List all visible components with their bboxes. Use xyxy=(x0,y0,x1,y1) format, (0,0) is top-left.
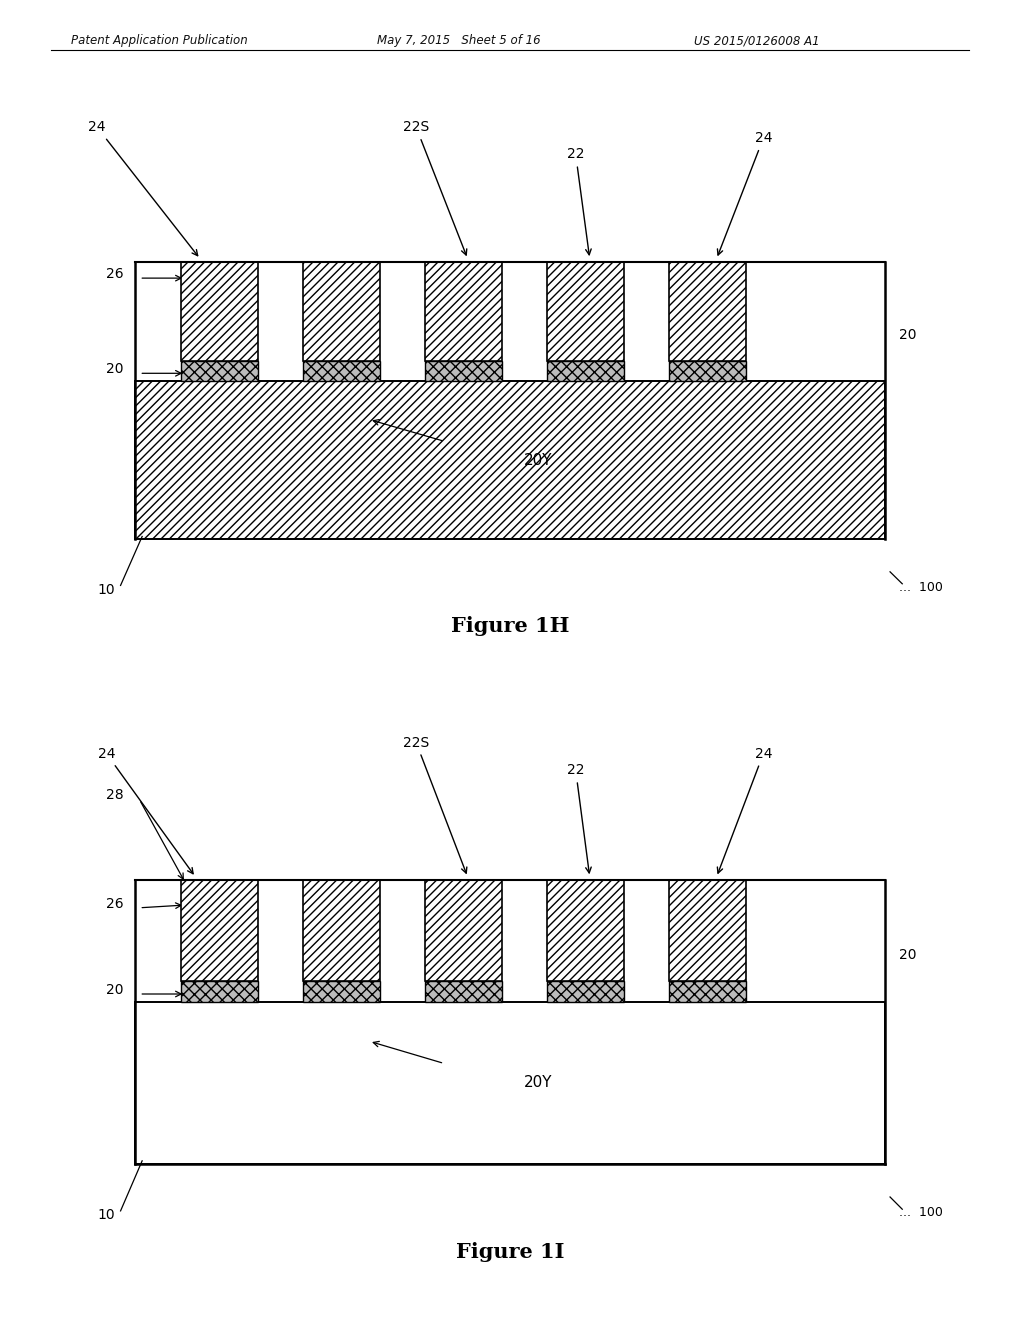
Bar xyxy=(546,981,623,1002)
Bar xyxy=(303,880,379,981)
Bar xyxy=(667,981,745,1002)
Bar xyxy=(303,880,379,981)
Text: 20: 20 xyxy=(106,983,123,997)
Bar xyxy=(424,360,501,381)
Text: 20: 20 xyxy=(899,948,916,962)
Text: 22S: 22S xyxy=(403,120,467,255)
Text: May 7, 2015   Sheet 5 of 16: May 7, 2015 Sheet 5 of 16 xyxy=(377,34,540,48)
Text: 10: 10 xyxy=(98,582,115,597)
Bar xyxy=(180,880,258,981)
Bar xyxy=(303,261,379,360)
Text: Figure 1I: Figure 1I xyxy=(455,1242,564,1262)
Bar xyxy=(424,880,501,981)
Bar xyxy=(135,381,884,539)
Bar xyxy=(424,880,501,981)
Bar xyxy=(667,880,745,981)
Text: Patent Application Publication: Patent Application Publication xyxy=(71,34,248,48)
Bar xyxy=(424,360,501,381)
Bar xyxy=(424,261,501,360)
Bar xyxy=(424,261,501,360)
Bar xyxy=(180,360,258,381)
Bar xyxy=(303,981,379,1002)
Bar xyxy=(546,360,623,381)
Text: 20Y: 20Y xyxy=(524,453,552,467)
Text: 28: 28 xyxy=(106,788,123,803)
Bar xyxy=(546,261,623,360)
Bar xyxy=(180,360,258,381)
Text: 24: 24 xyxy=(98,747,193,874)
Text: 20Y: 20Y xyxy=(524,1076,552,1090)
Text: 22: 22 xyxy=(567,763,591,873)
Bar xyxy=(303,261,379,360)
Text: ...  100: ... 100 xyxy=(899,581,943,594)
Text: 10: 10 xyxy=(98,1208,115,1222)
Text: 20: 20 xyxy=(899,329,916,342)
Bar xyxy=(135,1002,884,1164)
Bar xyxy=(667,360,745,381)
Bar xyxy=(546,981,623,1002)
Bar xyxy=(180,880,258,981)
Bar xyxy=(546,880,623,981)
Bar xyxy=(667,261,745,360)
Bar xyxy=(180,981,258,1002)
Bar xyxy=(135,381,884,539)
Bar xyxy=(667,880,745,981)
Bar xyxy=(667,261,745,360)
Text: 24: 24 xyxy=(716,131,771,255)
Text: 24: 24 xyxy=(89,120,198,256)
Text: US 2015/0126008 A1: US 2015/0126008 A1 xyxy=(693,34,818,48)
Bar xyxy=(667,981,745,1002)
Text: 20: 20 xyxy=(106,362,123,376)
Text: ...  100: ... 100 xyxy=(899,1206,943,1220)
Text: 24: 24 xyxy=(716,747,771,873)
Text: 22S: 22S xyxy=(403,735,467,873)
Bar xyxy=(424,981,501,1002)
Text: 26: 26 xyxy=(106,267,123,281)
Bar xyxy=(546,261,623,360)
Text: Figure 1H: Figure 1H xyxy=(450,615,569,636)
Bar xyxy=(546,880,623,981)
Bar xyxy=(180,261,258,360)
Bar xyxy=(180,981,258,1002)
Bar xyxy=(424,981,501,1002)
Bar xyxy=(546,360,623,381)
Bar xyxy=(303,360,379,381)
Bar xyxy=(667,360,745,381)
Bar xyxy=(180,261,258,360)
Text: 22: 22 xyxy=(567,148,591,255)
Bar xyxy=(303,360,379,381)
Text: 26: 26 xyxy=(106,896,123,911)
Bar xyxy=(303,981,379,1002)
